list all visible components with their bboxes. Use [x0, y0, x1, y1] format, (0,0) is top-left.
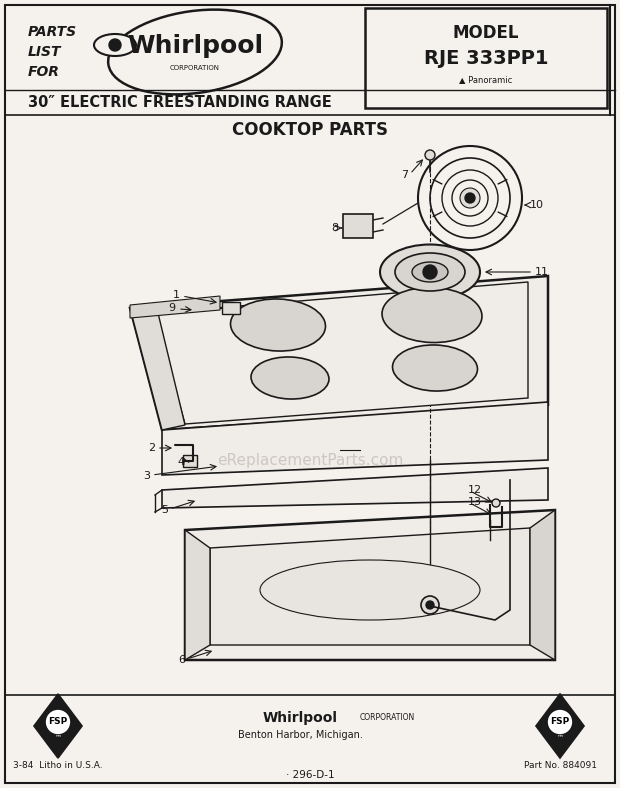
Text: Benton Harbor, Michigan.: Benton Harbor, Michigan.: [237, 730, 363, 740]
Polygon shape: [155, 282, 528, 424]
Text: 4: 4: [178, 457, 185, 467]
Circle shape: [465, 193, 475, 203]
Circle shape: [109, 39, 121, 51]
Polygon shape: [130, 276, 548, 430]
Text: CORPORATION: CORPORATION: [170, 65, 220, 71]
Text: Whirlpool: Whirlpool: [127, 34, 263, 58]
Text: PARTS: PARTS: [28, 25, 77, 39]
Text: · 296-D-1: · 296-D-1: [286, 770, 334, 780]
Polygon shape: [130, 308, 185, 430]
Text: 5: 5: [161, 505, 168, 515]
Ellipse shape: [382, 288, 482, 343]
Text: MODEL: MODEL: [453, 24, 520, 42]
Text: 10: 10: [530, 200, 544, 210]
Polygon shape: [130, 296, 220, 318]
Text: LIST: LIST: [28, 45, 61, 59]
Polygon shape: [185, 530, 210, 660]
Ellipse shape: [260, 560, 480, 620]
Circle shape: [421, 596, 439, 614]
Text: 30″ ELECTRIC FREESTANDING RANGE: 30″ ELECTRIC FREESTANDING RANGE: [28, 95, 332, 110]
Circle shape: [492, 499, 500, 507]
Text: 9: 9: [168, 303, 175, 313]
Text: ™: ™: [557, 734, 564, 740]
Circle shape: [548, 710, 572, 734]
Circle shape: [426, 601, 434, 609]
Text: 13: 13: [468, 497, 482, 507]
Circle shape: [423, 265, 437, 279]
Polygon shape: [530, 510, 555, 660]
Text: COOKTOP PARTS: COOKTOP PARTS: [232, 121, 388, 139]
Ellipse shape: [380, 244, 480, 299]
Circle shape: [425, 150, 435, 160]
Text: 3-84  Litho in U.S.A.: 3-84 Litho in U.S.A.: [13, 760, 103, 770]
Text: RJE 333PP1: RJE 333PP1: [423, 49, 548, 68]
Text: CORPORATION: CORPORATION: [360, 713, 415, 723]
Polygon shape: [343, 214, 373, 238]
Polygon shape: [185, 510, 555, 660]
Text: FOR: FOR: [28, 65, 60, 79]
Polygon shape: [162, 468, 548, 508]
Text: FSP: FSP: [551, 716, 570, 726]
FancyBboxPatch shape: [183, 455, 197, 467]
Text: FSP: FSP: [48, 716, 68, 726]
Polygon shape: [162, 402, 548, 475]
Ellipse shape: [392, 345, 477, 391]
Text: 2: 2: [148, 443, 155, 453]
Circle shape: [460, 188, 480, 208]
Text: ™: ™: [55, 734, 61, 740]
Ellipse shape: [395, 253, 465, 291]
Ellipse shape: [412, 262, 448, 282]
Ellipse shape: [251, 357, 329, 399]
Text: Whirlpool: Whirlpool: [262, 711, 337, 725]
Text: eReplacementParts.com: eReplacementParts.com: [217, 452, 403, 467]
Text: 1: 1: [173, 290, 180, 300]
Text: ▲ Panoramic: ▲ Panoramic: [459, 76, 513, 84]
Text: Part No. 884091: Part No. 884091: [523, 760, 596, 770]
Polygon shape: [536, 694, 584, 758]
Text: 8: 8: [331, 223, 338, 233]
Text: 3: 3: [143, 471, 150, 481]
Polygon shape: [210, 528, 530, 645]
FancyBboxPatch shape: [222, 302, 240, 314]
Text: 11: 11: [535, 267, 549, 277]
Text: 6: 6: [178, 655, 185, 665]
Text: 7: 7: [401, 170, 408, 180]
Polygon shape: [34, 694, 82, 758]
Ellipse shape: [94, 34, 136, 56]
Ellipse shape: [231, 299, 326, 351]
Text: 12: 12: [468, 485, 482, 495]
Circle shape: [46, 710, 70, 734]
